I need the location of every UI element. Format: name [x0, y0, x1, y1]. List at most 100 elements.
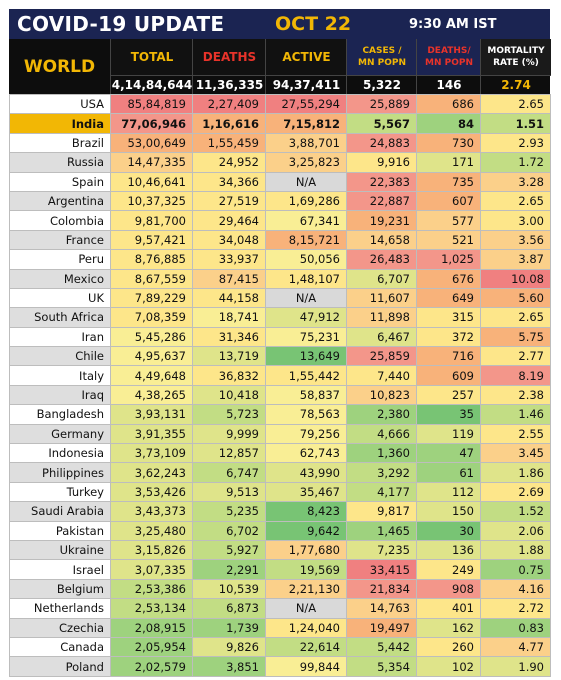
- deaths-per-mn-cell: 112: [416, 481, 481, 503]
- country-cell: Philippines: [9, 462, 111, 483]
- deaths-cell: 24,952: [192, 152, 266, 173]
- deaths-per-mn-cell: 521: [416, 229, 481, 251]
- deaths-per-mn-cell: 30: [416, 520, 481, 541]
- mortality-cell: 4.77: [480, 636, 551, 658]
- deaths-per-mn-cell: 257: [416, 384, 481, 406]
- deaths-cell: 13,719: [192, 346, 266, 367]
- mortality-cell: 5.60: [480, 287, 551, 309]
- country-cell: Germany: [9, 423, 111, 445]
- active-cell: 7,15,812: [265, 113, 347, 134]
- active-cell: 19,569: [265, 559, 347, 580]
- deaths-per-mn-cell: 61: [416, 462, 481, 483]
- deaths-cell: 9,513: [192, 481, 266, 503]
- total-cell: 9,57,421: [110, 229, 193, 251]
- total-cell: 3,15,826: [110, 539, 193, 561]
- total-cell: 14,47,335: [110, 152, 193, 173]
- deaths-per-mn-cell: 162: [416, 617, 481, 638]
- table-row: Iran 5,45,286 31,346 75,231 6,467 372 5.75: [9, 326, 551, 348]
- deaths-per-mn-cell: 577: [416, 210, 481, 231]
- column-header-label: CASES / MN POPN: [347, 39, 417, 75]
- active-cell: 47,912: [265, 307, 347, 328]
- table-row: Poland 2,02,579 3,851 99,844 5,354 102 1.90: [9, 656, 551, 677]
- total-cell: 3,43,373: [110, 501, 193, 522]
- total-cell: 85,84,819: [110, 93, 193, 115]
- column-header-label: DEATHS: [193, 39, 266, 75]
- mortality-cell: 2.65: [480, 93, 551, 115]
- title-bar: COVID-19 UPDATE OCT 22 9:30 AM IST: [9, 9, 550, 39]
- mortality-cell: 8.19: [480, 365, 551, 386]
- deaths-per-mn-cell: 150: [416, 501, 481, 522]
- total-cell: 5,45,286: [110, 326, 193, 348]
- active-cell: 8,15,721: [265, 229, 347, 251]
- total-cell: 10,46,641: [110, 171, 193, 192]
- world-value: 94,37,411: [266, 75, 347, 94]
- total-cell: 3,93,131: [110, 404, 193, 425]
- deaths-cell: 27,519: [192, 190, 266, 212]
- country-cell: Russia: [9, 152, 111, 173]
- cases-per-mn-cell: 5,354: [346, 656, 417, 677]
- total-cell: 4,95,637: [110, 346, 193, 367]
- deaths-per-mn-cell: 607: [416, 190, 481, 212]
- deaths-per-mn-cell: 735: [416, 171, 481, 192]
- deaths-cell: 2,291: [192, 559, 266, 580]
- mortality-cell: 3.45: [480, 443, 551, 464]
- total-cell: 10,37,325: [110, 190, 193, 212]
- mortality-cell: 1.72: [480, 152, 551, 173]
- mortality-cell: 2.55: [480, 423, 551, 445]
- cases-per-mn-cell: 11,607: [346, 287, 417, 309]
- mortality-cell: 10.08: [480, 268, 551, 289]
- active-cell: 1,24,040: [265, 617, 347, 638]
- table-row: UK 7,89,229 44,158 N/A 11,607 649 5.60: [9, 287, 551, 309]
- active-cell: 3,25,823: [265, 152, 347, 173]
- table-row: Israel 3,07,335 2,291 19,569 33,415 249 0.75: [9, 559, 551, 580]
- country-table: USA 85,84,819 2,27,409 27,55,294 25,889 686 2.…: [9, 93, 551, 677]
- table-row: Canada 2,05,954 9,826 22,614 5,442 260 4.77: [9, 636, 551, 658]
- table-row: Pakistan 3,25,480 6,702 9,642 1,465 30 2.06: [9, 520, 551, 541]
- active-cell: N/A: [265, 171, 347, 192]
- column-header-label: MORTALITY RATE (%): [481, 39, 551, 75]
- country-cell: France: [9, 229, 111, 251]
- mortality-cell: 3.28: [480, 171, 551, 192]
- column-header-label: ACTIVE: [266, 39, 347, 75]
- deaths-cell: 1,739: [192, 617, 266, 638]
- cases-per-mn-cell: 21,834: [346, 578, 417, 600]
- country-cell: Italy: [9, 365, 111, 386]
- country-cell: Netherlands: [9, 598, 111, 619]
- table-row: Belgium 2,53,386 10,539 2,21,130 21,834 908 4.…: [9, 578, 551, 600]
- header-col-5: MORTALITY RATE (%) 2.74: [480, 39, 551, 94]
- deaths-per-mn-cell: 35: [416, 404, 481, 425]
- cases-per-mn-cell: 6,467: [346, 326, 417, 348]
- header-col-2: ACTIVE 94,37,411: [265, 39, 347, 94]
- mortality-cell: 2.38: [480, 384, 551, 406]
- table-row: Czechia 2,08,915 1,739 1,24,040 19,497 162 0.8…: [9, 617, 551, 638]
- deaths-per-mn-cell: 716: [416, 346, 481, 367]
- country-cell: UK: [9, 287, 111, 309]
- deaths-per-mn-cell: 136: [416, 539, 481, 561]
- table-row: Colombia 9,81,700 29,464 67,341 19,231 577 3.0…: [9, 210, 551, 231]
- deaths-per-mn-cell: 102: [416, 656, 481, 677]
- mortality-cell: 2.77: [480, 346, 551, 367]
- table-row: Argentina 10,37,325 27,519 1,69,286 22,887 60…: [9, 190, 551, 212]
- deaths-cell: 5,723: [192, 404, 266, 425]
- deaths-cell: 6,702: [192, 520, 266, 541]
- country-cell: Czechia: [9, 617, 111, 638]
- mortality-cell: 2.93: [480, 132, 551, 154]
- deaths-cell: 29,464: [192, 210, 266, 231]
- update-date: OCT 22: [275, 13, 352, 35]
- header-col-1: DEATHS 11,36,335: [192, 39, 266, 94]
- total-cell: 3,91,355: [110, 423, 193, 445]
- country-cell: Colombia: [9, 210, 111, 231]
- total-cell: 3,73,109: [110, 443, 193, 464]
- total-cell: 7,08,359: [110, 307, 193, 328]
- country-cell: Pakistan: [9, 520, 111, 541]
- active-cell: 43,990: [265, 462, 347, 483]
- active-cell: 79,256: [265, 423, 347, 445]
- page-title: COVID-19 UPDATE: [17, 12, 225, 36]
- deaths-cell: 2,27,409: [192, 93, 266, 115]
- cases-per-mn-cell: 10,823: [346, 384, 417, 406]
- active-cell: 62,743: [265, 443, 347, 464]
- deaths-cell: 5,235: [192, 501, 266, 522]
- column-header: WORLD TOTAL 4,14,84,644 DEATHS 11,36,335 ACT…: [9, 39, 551, 94]
- header-col-4: DEATHS/MN POPN 146: [416, 39, 481, 94]
